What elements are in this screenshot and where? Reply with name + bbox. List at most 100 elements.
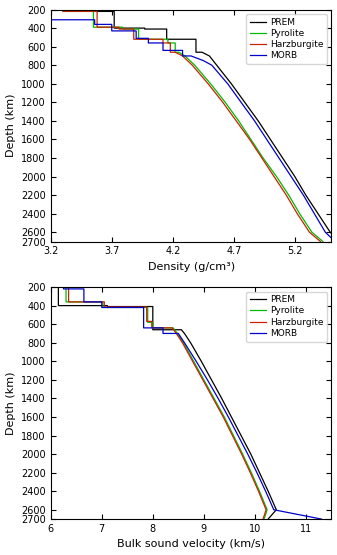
Pyrolite [146, 304, 150, 311]
MORB [312, 210, 316, 217]
MORB [134, 28, 138, 34]
Harzburgite [117, 24, 121, 31]
PREM [328, 229, 332, 235]
MORB [216, 395, 220, 402]
PREM [274, 506, 278, 513]
Harzburgite [67, 299, 71, 305]
PREM [266, 488, 270, 495]
MORB [201, 57, 205, 64]
Harzburgite [190, 62, 194, 69]
Harzburgite [191, 358, 195, 365]
MORB [236, 432, 240, 439]
MORB [210, 62, 214, 69]
Pyrolite [121, 24, 125, 31]
MORB [49, 17, 53, 23]
PREM [56, 284, 60, 290]
PREM [194, 49, 198, 56]
Pyrolite [101, 304, 105, 311]
Harzburgite [307, 229, 311, 235]
Legend: PREM, Pyrolite, Harzburgite, MORB: PREM, Pyrolite, Harzburgite, MORB [246, 14, 327, 64]
MORB [161, 330, 165, 337]
PREM [256, 118, 260, 124]
Pyrolite [298, 210, 302, 217]
MORB [134, 35, 138, 42]
Pyrolite [202, 376, 206, 383]
Harzburgite [234, 118, 238, 124]
Line: PREM: PREM [92, 9, 337, 241]
MORB [239, 99, 243, 105]
Harzburgite [174, 330, 178, 337]
Harzburgite [132, 36, 136, 43]
Harzburgite [95, 8, 99, 15]
PREM [182, 330, 186, 337]
Pyrolite [173, 39, 177, 46]
MORB [82, 286, 86, 292]
Harzburgite [180, 340, 184, 346]
Pyrolite [136, 36, 141, 43]
PREM [268, 136, 272, 143]
Pyrolite [61, 6, 65, 13]
Pyrolite [310, 229, 314, 235]
MORB [182, 340, 186, 346]
MORB [61, 286, 65, 292]
Harzburgite [161, 36, 165, 43]
PREM [229, 80, 234, 87]
MORB [146, 39, 150, 46]
MORB [181, 47, 185, 54]
Y-axis label: Depth (km): Depth (km) [5, 94, 16, 157]
Harzburgite [95, 24, 99, 31]
MORB [93, 17, 97, 23]
MORB [319, 516, 323, 522]
Pyrolite [166, 39, 170, 46]
Pyrolite [173, 49, 177, 56]
Harzburgite [61, 8, 65, 15]
MORB [93, 21, 97, 28]
PREM [199, 358, 203, 365]
MORB [100, 304, 104, 311]
X-axis label: Density (g/cm³): Density (g/cm³) [148, 262, 235, 272]
Harzburgite [248, 470, 252, 476]
Pyrolite [64, 299, 68, 305]
Pyrolite [249, 136, 253, 143]
Harzburgite [272, 173, 276, 180]
PREM [266, 516, 270, 522]
PREM [220, 395, 224, 402]
Harzburgite [168, 49, 172, 56]
Harzburgite [240, 451, 244, 457]
Legend: PREM, Pyrolite, Harzburgite, MORB: PREM, Pyrolite, Harzburgite, MORB [246, 291, 327, 341]
Pyrolite [64, 284, 68, 290]
MORB [194, 358, 198, 365]
Line: Harzburgite: Harzburgite [69, 287, 266, 519]
MORB [189, 53, 193, 59]
Harzburgite [168, 39, 172, 46]
MORB [110, 28, 114, 34]
MORB [264, 488, 268, 495]
Pyrolite [261, 155, 265, 162]
Pyrolite [91, 8, 95, 15]
PREM [151, 326, 155, 333]
Harzburgite [132, 26, 136, 32]
PREM [143, 26, 147, 32]
MORB [161, 47, 165, 54]
PREM [207, 53, 211, 59]
PREM [56, 302, 60, 309]
Harzburgite [117, 26, 121, 32]
PREM [143, 25, 147, 32]
PREM [257, 470, 262, 476]
Pyrolite [287, 192, 291, 199]
Pyrolite [171, 325, 175, 331]
MORB [176, 330, 180, 337]
PREM [105, 302, 110, 309]
Harzburgite [150, 318, 154, 325]
MORB [142, 304, 146, 311]
MORB [323, 229, 327, 235]
Pyrolite [257, 488, 262, 495]
Pyrolite [275, 173, 279, 180]
MORB [255, 470, 259, 476]
MORB [49, 6, 53, 13]
Harzburgite [221, 99, 225, 105]
Pyrolite [223, 99, 227, 105]
Harzburgite [201, 376, 205, 383]
MORB [333, 238, 337, 245]
Harzburgite [260, 155, 264, 162]
